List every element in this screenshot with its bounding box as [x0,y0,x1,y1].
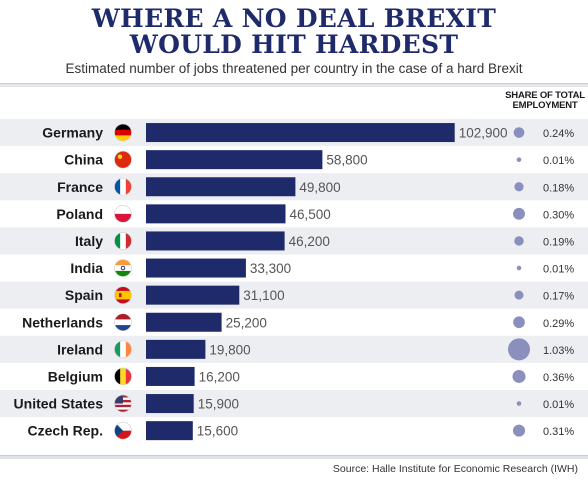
value-label: 19,800 [209,342,250,357]
bar [146,177,296,197]
category-label: Belgium [48,368,103,384]
value-label: 31,100 [243,288,284,303]
share-dot [513,316,525,329]
value-label: 46,200 [289,234,330,249]
category-label: Italy [75,233,103,249]
value-label: 15,900 [198,397,239,412]
value-label: 102,900 [459,126,508,141]
bar-row-9: Belgium 16,200 0.36% [48,366,574,386]
bar-row-0: Germany 102,900 0.24% [0,119,588,147]
share-label: 0.18% [543,182,574,194]
value-label: 16,200 [199,369,240,384]
row-stripe [0,335,588,363]
share-label: 0.17% [543,291,574,303]
share-label: 1.03% [543,345,574,357]
value-label: 49,800 [299,180,340,195]
share-label: 0.01% [543,264,574,276]
share-column-header: SHARE OF TOTAL EMPLOYMENT [503,91,587,111]
share-dot [514,182,524,192]
france-flag [114,178,132,196]
chart-title: WHERE A NO DEAL BREXIT WOULD HIT HARDEST [0,6,588,58]
category-label: France [57,179,103,195]
share-dot [513,207,525,220]
bar-row-3: Poland 46,500 0.30% [56,204,574,224]
category-label: Czech Rep. [28,423,103,439]
netherlands-flag [114,313,132,331]
footer-divider [0,455,588,459]
value-label: 58,800 [326,153,367,168]
bar-row-7: Netherlands 25,200 0.29% [22,312,574,332]
value-label: 15,600 [197,424,238,439]
germany-flag [114,124,132,142]
bar-row-5: India 33,300 0.01% [70,258,574,278]
bar [146,312,222,332]
poland-flag [114,205,132,223]
share-dot [512,424,526,437]
title-line-2: WOULD HIT HARDEST [129,30,459,59]
share-label: 0.01% [543,399,574,411]
share-label: 0.01% [543,155,574,167]
bar-row-4: Italy 46,200 0.19% [0,227,588,255]
belgium-flag [114,367,132,385]
share-dot [514,290,524,300]
share-dot [512,369,526,383]
bar [146,285,240,305]
share-label: 0.36% [543,372,574,384]
share-label: 0.31% [543,426,574,438]
china-flag [114,151,132,169]
share-label: 0.29% [543,318,574,330]
bar-row-10: United States 15,900 0.01% [0,390,588,418]
bar [146,231,285,251]
share-dot [514,236,524,246]
bar [146,421,193,441]
category-label: Netherlands [22,314,103,330]
bar-row-8: Ireland 19,800 1.03% [0,335,588,363]
share-header-line-1: SHARE OF TOTAL [505,90,585,101]
united-states-flag [114,395,132,413]
category-label: United States [14,396,104,412]
category-label: Spain [65,287,103,303]
ireland-flag [114,340,132,358]
header-divider [0,83,588,87]
category-label: Germany [42,125,103,141]
category-label: China [64,152,103,168]
bar [146,150,323,170]
bar-row-6: Spain 31,100 0.17% [0,281,588,309]
share-dot [516,265,522,271]
row-stripe [0,227,588,255]
share-dot [513,127,525,138]
spain-flag [114,286,132,304]
share-label: 0.19% [543,236,574,248]
share-header-line-2: EMPLOYMENT [512,100,578,111]
bar [146,258,246,278]
share-label: 0.24% [543,128,574,140]
share-dot [508,338,530,361]
title-line-1: WHERE A NO DEAL BREXIT [91,4,497,33]
share-label: 0.30% [543,209,574,221]
category-label: Ireland [57,341,103,357]
value-label: 46,500 [290,207,331,222]
bar [146,394,194,414]
value-label: 33,300 [250,261,291,276]
italy-flag [114,232,132,250]
share-dot [516,157,522,162]
category-label: Poland [56,206,103,222]
share-dot [516,401,522,406]
bar [146,123,455,143]
bar [146,204,286,224]
value-label: 25,200 [226,315,267,330]
row-stripe [0,390,588,418]
category-label: India [70,260,103,276]
india-flag [114,259,132,277]
bar [146,339,206,359]
czech-republic-flag [114,422,132,440]
source-note: Source: Halle Institute for Economic Res… [332,463,578,475]
bar [146,366,195,386]
chart-subtitle: Estimated number of jobs threatened per … [65,61,523,76]
bar-row-11: Czech Rep. 15,600 0.31% [28,421,574,441]
bar-row-2: France 49,800 0.18% [0,173,588,201]
row-stripe [0,281,588,309]
bar-row-1: China 58,800 0.01% [64,150,574,170]
